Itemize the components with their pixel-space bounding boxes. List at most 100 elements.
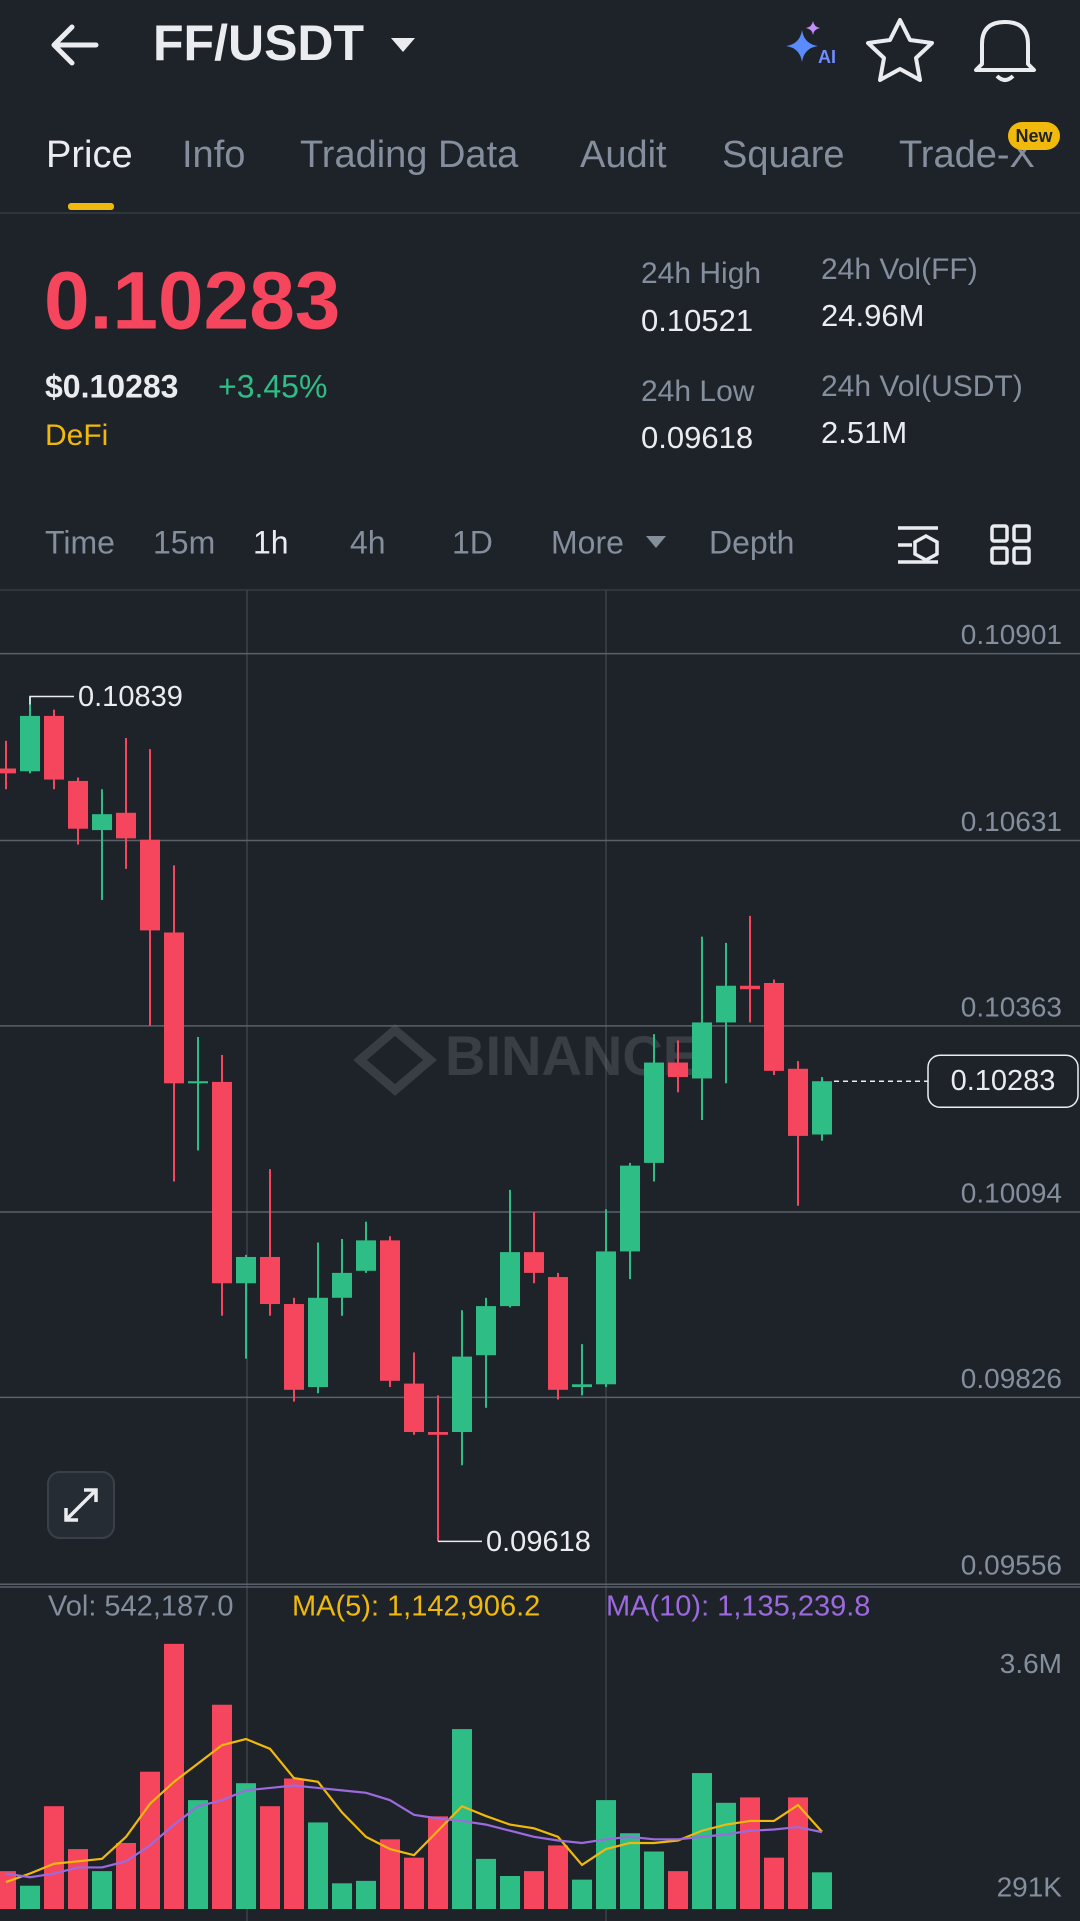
volume-bar [764, 1857, 784, 1909]
bell-clapper [995, 74, 1015, 82]
candle-body [404, 1383, 424, 1433]
candle-body [692, 1022, 712, 1079]
timeframe-active[interactable]: 1h [253, 524, 289, 560]
candle-body [620, 1165, 640, 1252]
candle-body [428, 1432, 448, 1435]
y-tick-label: 291K [997, 1872, 1063, 1903]
candle-body [260, 1256, 280, 1305]
grid-cell [990, 546, 1009, 565]
volume-bar [20, 1885, 40, 1909]
volume-bar [308, 1822, 328, 1909]
volume-bar [716, 1802, 736, 1909]
timeframe[interactable]: Time [45, 524, 115, 560]
ai-sparkle [806, 21, 820, 35]
watermark-logo [353, 1024, 437, 1096]
tab[interactable]: Price [46, 134, 133, 176]
low-label: 0.09618 [486, 1526, 591, 1558]
candle-body [500, 1252, 520, 1307]
volume-bar [812, 1872, 832, 1909]
candle-body [332, 1272, 352, 1298]
indicator-settings[interactable] [898, 526, 939, 564]
stat-value: 2.51M [821, 415, 907, 450]
last-price-label: 0.10283 [951, 1065, 1056, 1097]
layout-button[interactable] [990, 524, 1031, 565]
high-marker [29, 695, 74, 705]
volume-bar [92, 1871, 112, 1909]
volume-bar [380, 1839, 400, 1909]
last-price-box [927, 1054, 1079, 1108]
volume-bar [476, 1858, 496, 1909]
notification-button[interactable] [974, 20, 1036, 82]
volume-bar [236, 1783, 256, 1909]
candle-body [308, 1297, 328, 1388]
candle-body [452, 1356, 472, 1433]
candle-body [668, 1062, 688, 1078]
candle-body [116, 812, 136, 839]
timeframe[interactable]: 4h [350, 524, 386, 560]
candle-body [164, 932, 184, 1084]
ma10-legend: MA(10): 1,135,239.8 [606, 1591, 870, 1623]
candle-body [188, 1081, 208, 1084]
volume-bar [452, 1729, 472, 1909]
expand-button[interactable] [47, 1471, 115, 1539]
back-button[interactable] [51, 24, 99, 66]
candle-body [140, 839, 160, 931]
y-tick-label: 0.10901 [961, 619, 1062, 650]
volume-bar [164, 1643, 184, 1909]
plot: 0.10901 0.10631 0.10363 0.10094 0.09826 0.095… [0, 619, 1080, 1909]
tab[interactable]: Info [182, 134, 245, 176]
volume-bar [668, 1871, 688, 1909]
volume-bar [140, 1771, 160, 1909]
stat-label: 24h High [641, 257, 761, 290]
price-change: +3.45% [218, 368, 327, 404]
favorite-button[interactable] [866, 18, 934, 82]
candle-body [0, 768, 16, 774]
stat-label: 24h Low [641, 375, 755, 408]
last-price: 0.10283 [44, 256, 340, 347]
volume-bar [260, 1806, 280, 1909]
active-tab-indicator [68, 203, 114, 210]
candle-body [380, 1240, 400, 1381]
tab[interactable]: Trading Data [300, 134, 519, 176]
volume-bar [596, 1800, 616, 1909]
stat-value: 0.09618 [641, 420, 753, 455]
pair-title[interactable]: FF/USDT [153, 15, 364, 71]
candle-body [476, 1306, 496, 1356]
ai-button[interactable]: AI [786, 21, 836, 67]
ma5-legend: MA(5): 1,142,906.2 [292, 1591, 540, 1623]
ai-label: AI [818, 47, 836, 67]
expand-icon [64, 1488, 98, 1522]
candle-body [788, 1068, 808, 1136]
volume-bar [332, 1883, 352, 1909]
timeframe[interactable]: 15m [153, 524, 215, 560]
volume-bar [788, 1797, 808, 1909]
volume-bar [692, 1773, 712, 1909]
tab[interactable]: Square [722, 134, 845, 176]
timeframe-more[interactable]: More [551, 524, 624, 560]
volume-bar [644, 1851, 664, 1909]
volume-bar [548, 1845, 568, 1909]
volume-bar [620, 1833, 640, 1909]
ma-line [5, 1784, 823, 1879]
y-tick-label: 0.09556 [961, 1550, 1062, 1581]
timeframe[interactable]: 1D [452, 524, 493, 560]
sector-tag[interactable]: DeFi [45, 419, 108, 452]
y-tick-label: 0.10631 [961, 806, 1062, 837]
candle-body [284, 1304, 304, 1390]
volume-bar [356, 1880, 376, 1909]
candle-body [572, 1384, 592, 1388]
grid-cell [1012, 524, 1031, 543]
candle-body [356, 1240, 376, 1271]
y-tick-label: 3.6M [1000, 1648, 1062, 1679]
pair-dropdown[interactable] [391, 38, 415, 52]
settings-hex [913, 534, 939, 562]
candle-body [44, 715, 64, 780]
grid-cell [1012, 546, 1031, 565]
volume-bar [500, 1875, 520, 1909]
candle-body [716, 985, 736, 1023]
tab[interactable]: Audit [580, 134, 667, 176]
new-badge [1008, 122, 1060, 150]
depth-tab[interactable]: Depth [709, 524, 794, 560]
stat-value: 0.10521 [641, 303, 753, 338]
stat-label: 24h Vol(USDT) [821, 370, 1023, 403]
